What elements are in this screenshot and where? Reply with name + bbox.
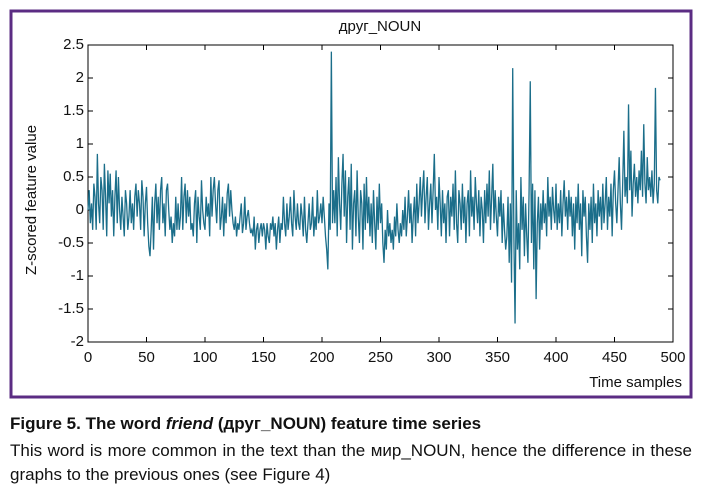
x-tick-label: 250: [368, 349, 393, 366]
y-tick-label: 1.5: [63, 102, 84, 119]
caption-title: Figure 5. The word friend (друг_NOUN) fe…: [10, 414, 692, 434]
y-tick-label: -1: [71, 267, 84, 284]
y-tick-label: -1.5: [58, 300, 84, 317]
x-tick-label: 450: [602, 349, 627, 366]
x-axis-label: Time samples: [589, 374, 682, 391]
caption-prefix: Figure 5. The word: [10, 414, 166, 433]
chart-title: друг_NOUN: [339, 18, 421, 35]
caption-text: This word is more common in the text tha…: [10, 441, 692, 484]
x-tick-label: 100: [192, 349, 217, 366]
x-tick-label: 400: [543, 349, 568, 366]
y-tick-label: -0.5: [58, 234, 84, 251]
y-tick-label: 2: [76, 69, 84, 86]
y-tick-label: 2.5: [63, 36, 84, 53]
y-tick-label: -2: [71, 333, 84, 350]
x-tick-label: 50: [138, 349, 155, 366]
y-tick-label: 1: [76, 135, 84, 152]
caption-italic: friend: [165, 414, 214, 433]
x-tick-label: 500: [660, 349, 685, 366]
x-tick-label: 300: [426, 349, 451, 366]
x-tick-label: 150: [251, 349, 276, 366]
y-tick-label: 0.5: [63, 168, 84, 185]
caption-suffix: (друг_NOUN) feature time series: [213, 414, 482, 433]
x-tick-label: 0: [84, 349, 92, 366]
chart: друг_NOUN Time samples Z-scored feature …: [9, 9, 693, 399]
data-line: [87, 51, 661, 324]
y-axis-label: Z-scored feature value: [23, 125, 40, 275]
x-tick-label: 350: [485, 349, 510, 366]
x-tick-label: 200: [309, 349, 334, 366]
y-tick-label: 0: [76, 201, 84, 218]
